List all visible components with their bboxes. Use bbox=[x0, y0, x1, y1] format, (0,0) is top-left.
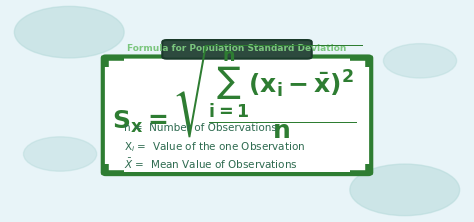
Text: n =  Number of Observations: n = Number of Observations bbox=[124, 123, 277, 133]
FancyBboxPatch shape bbox=[162, 40, 312, 59]
Circle shape bbox=[383, 44, 456, 78]
Text: Formula for Population Standard Deviation: Formula for Population Standard Deviatio… bbox=[128, 44, 346, 54]
Circle shape bbox=[350, 164, 460, 216]
Circle shape bbox=[24, 137, 97, 171]
Text: $\bar{X}$ =  Mean Value of Observations: $\bar{X}$ = Mean Value of Observations bbox=[124, 157, 298, 171]
FancyBboxPatch shape bbox=[103, 57, 371, 174]
Circle shape bbox=[14, 6, 124, 58]
Text: X$_i$ =  Value of the one Observation: X$_i$ = Value of the one Observation bbox=[124, 140, 305, 154]
Text: $\mathbf{S_x = \sqrt{\dfrac{\sum_{i=1}^{n}(x_i - \bar{x})^2}{n}}}$: $\mathbf{S_x = \sqrt{\dfrac{\sum_{i=1}^{… bbox=[112, 43, 362, 142]
